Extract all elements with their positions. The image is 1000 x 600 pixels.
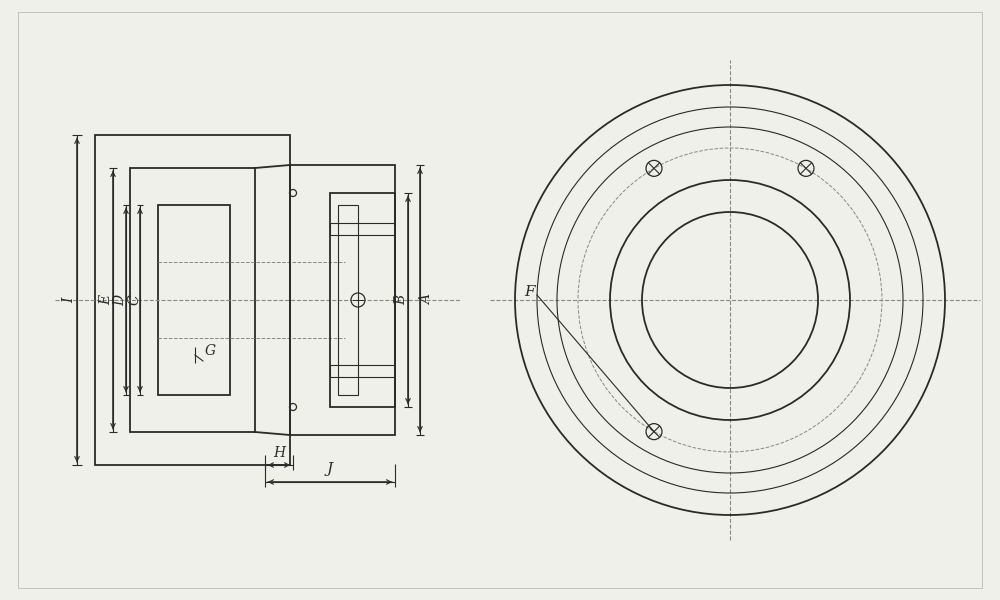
Bar — [130, 168, 255, 432]
Text: G: G — [205, 344, 216, 358]
Bar — [95, 135, 290, 465]
Text: B: B — [394, 295, 408, 305]
Bar — [330, 193, 395, 407]
Bar — [338, 205, 358, 395]
Text: E: E — [99, 295, 113, 305]
Text: D: D — [113, 295, 127, 305]
Text: F: F — [524, 285, 535, 299]
Bar — [158, 205, 230, 395]
Bar — [290, 165, 395, 435]
Text: C: C — [127, 295, 141, 305]
Text: J: J — [327, 462, 333, 476]
Text: A: A — [420, 295, 434, 305]
Text: I: I — [62, 297, 76, 303]
Text: H: H — [273, 446, 285, 460]
